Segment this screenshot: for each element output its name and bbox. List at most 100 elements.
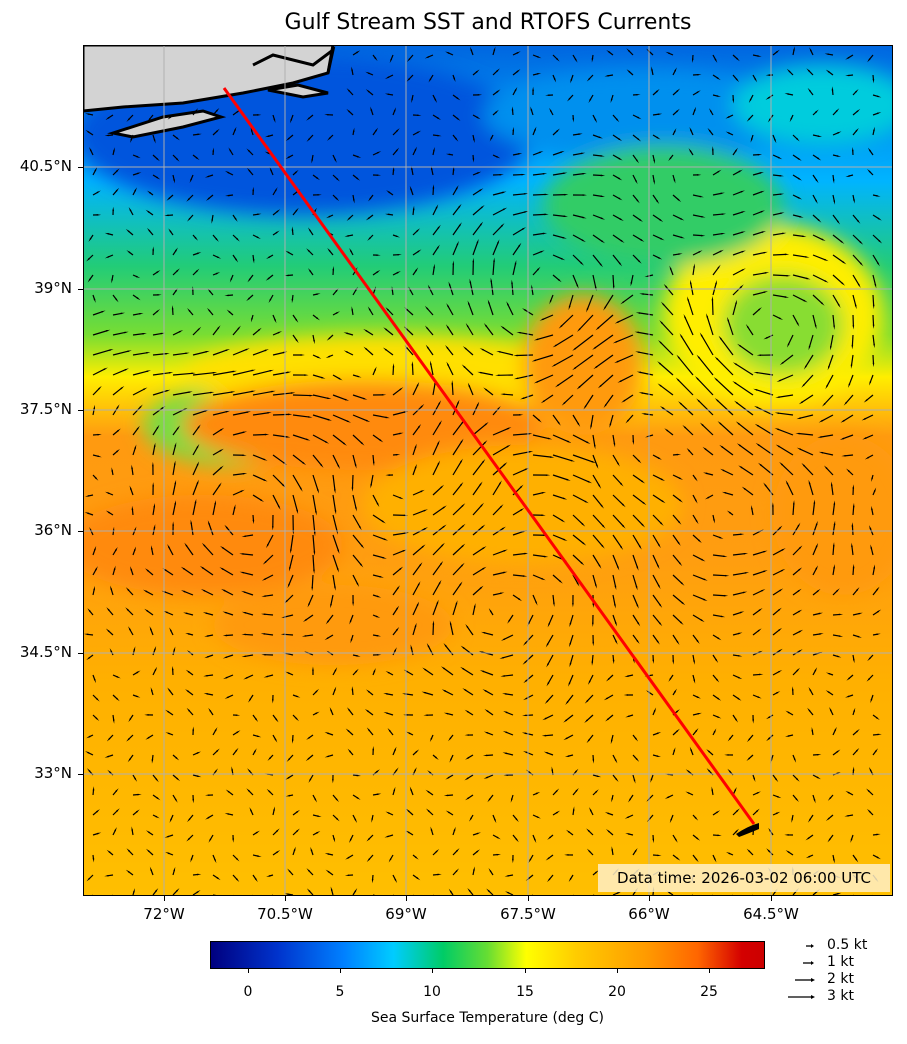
current-arrow: [392, 494, 402, 499]
current-arrow-head: [106, 607, 110, 611]
current-arrow-head: [242, 431, 248, 434]
current-arrow-head: [587, 480, 593, 484]
current-arrow-head: [636, 199, 640, 204]
current-arrow-head: [657, 383, 662, 387]
current-arrow-head: [145, 830, 150, 834]
current-arrow-head: [497, 405, 501, 410]
current-arrow-head: [711, 786, 714, 791]
current-arrow: [212, 428, 223, 436]
current-arrow-head: [872, 324, 875, 329]
current-arrow: [432, 422, 441, 436]
current-arrow: [527, 614, 534, 625]
current-arrow-head: [414, 622, 417, 628]
current-arrow: [532, 454, 552, 458]
current-arrow-head: [462, 688, 467, 692]
current-arrow: [332, 434, 345, 445]
current-arrow-head: [346, 88, 351, 92]
current-arrow-head: [668, 157, 672, 162]
current-arrow-head: [367, 306, 371, 311]
current-arrow: [592, 214, 603, 220]
current-arrow-head: [333, 686, 337, 691]
current-arrow-head: [426, 643, 430, 648]
current-arrow-head: [695, 858, 699, 863]
current-arrow-head: [582, 172, 587, 175]
current-arrow-head: [127, 758, 131, 763]
current-arrow-head: [445, 153, 451, 156]
current-arrow-head: [577, 328, 581, 332]
current-arrow: [385, 348, 394, 356]
current-arrow-head: [693, 263, 695, 268]
current-arrow: [512, 468, 527, 476]
current-arrow: [448, 284, 454, 296]
current-arrow-head: [324, 114, 329, 116]
current-arrow-head: [876, 856, 881, 860]
current-arrow-head: [222, 634, 228, 637]
current-arrow-head: [256, 236, 261, 239]
current-arrow-head: [316, 176, 320, 181]
current-arrow-head: [720, 468, 725, 472]
current-arrow-head: [855, 858, 859, 863]
current-arrow: [778, 394, 794, 398]
current-arrow-head: [815, 109, 819, 114]
current-arrow-head: [261, 613, 266, 616]
current-arrow-head: [614, 585, 617, 591]
current-arrow-head: [825, 69, 830, 73]
current-arrow-head: [852, 563, 855, 569]
current-arrow: [516, 374, 534, 380]
current-arrow-head: [547, 878, 551, 883]
current-arrow-head: [169, 627, 172, 632]
current-arrow-head: [143, 387, 148, 391]
current-arrow: [152, 445, 156, 456]
current-arrow-head: [455, 185, 459, 190]
current-arrow: [552, 414, 560, 424]
current-arrow-head: [595, 870, 599, 874]
current-arrow-head: [371, 818, 374, 823]
current-arrow-head: [455, 137, 459, 142]
current-arrow-head: [96, 190, 101, 194]
current-arrow-head: [147, 227, 151, 232]
current-arrow-head: [185, 352, 190, 355]
current-arrow-head: [726, 852, 731, 855]
current-arrow-head: [796, 322, 800, 327]
current-arrow: [632, 454, 640, 462]
current-arrow-head: [224, 524, 228, 529]
current-arrow: [352, 394, 365, 400]
current-arrow-head: [721, 491, 727, 494]
current-arrow: [715, 378, 734, 396]
current-arrow: [574, 334, 594, 350]
current-arrow-head: [676, 857, 681, 861]
current-arrow: [452, 483, 462, 496]
current-arrow-head: [268, 298, 272, 303]
current-arrow: [312, 514, 316, 534]
current-arrow: [312, 414, 330, 421]
current-arrow-head: [257, 114, 262, 116]
current-arrow-head: [417, 130, 422, 134]
current-arrow: [672, 574, 683, 585]
current-arrow-head: [658, 256, 663, 260]
current-arrow: [172, 463, 176, 476]
current-arrow-head: [448, 281, 451, 286]
current-arrow-head: [739, 611, 745, 614]
data-time-label: Data time: 2026-03-02 06:00 UTC: [598, 864, 890, 892]
lon-label-67-5: 67.5°W: [500, 905, 556, 923]
current-arrow: [679, 402, 694, 416]
current-arrow-head: [751, 505, 753, 510]
current-arrow-head: [173, 460, 176, 465]
current-arrow-head: [725, 131, 730, 135]
current-arrow: [722, 469, 734, 476]
current-arrow: [452, 564, 463, 576]
current-arrow: [446, 347, 454, 356]
current-arrow-head: [219, 448, 224, 452]
current-arrow-head: [521, 173, 526, 176]
current-arrow-head: [266, 875, 271, 877]
current-arrow-head: [85, 129, 90, 133]
current-arrow-head: [503, 711, 508, 714]
current-arrow-head: [691, 58, 694, 63]
current-arrow-head: [735, 421, 740, 425]
current-arrow-head: [547, 836, 551, 840]
current-arrow-head: [536, 73, 542, 75]
current-arrow-head: [116, 404, 120, 409]
current-arrow-head: [633, 779, 636, 784]
current-arrow: [483, 632, 494, 636]
current-arrow-head: [136, 297, 141, 301]
